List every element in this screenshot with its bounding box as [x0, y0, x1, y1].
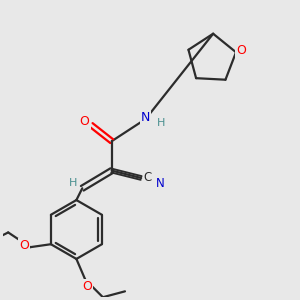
Text: O: O [82, 280, 92, 292]
Text: O: O [80, 115, 90, 128]
Text: O: O [19, 239, 29, 252]
Text: H: H [157, 118, 165, 128]
Text: C: C [143, 172, 152, 184]
Text: N: N [141, 111, 150, 124]
Text: H: H [69, 178, 77, 188]
Text: N: N [156, 177, 165, 190]
Text: O: O [236, 44, 246, 57]
